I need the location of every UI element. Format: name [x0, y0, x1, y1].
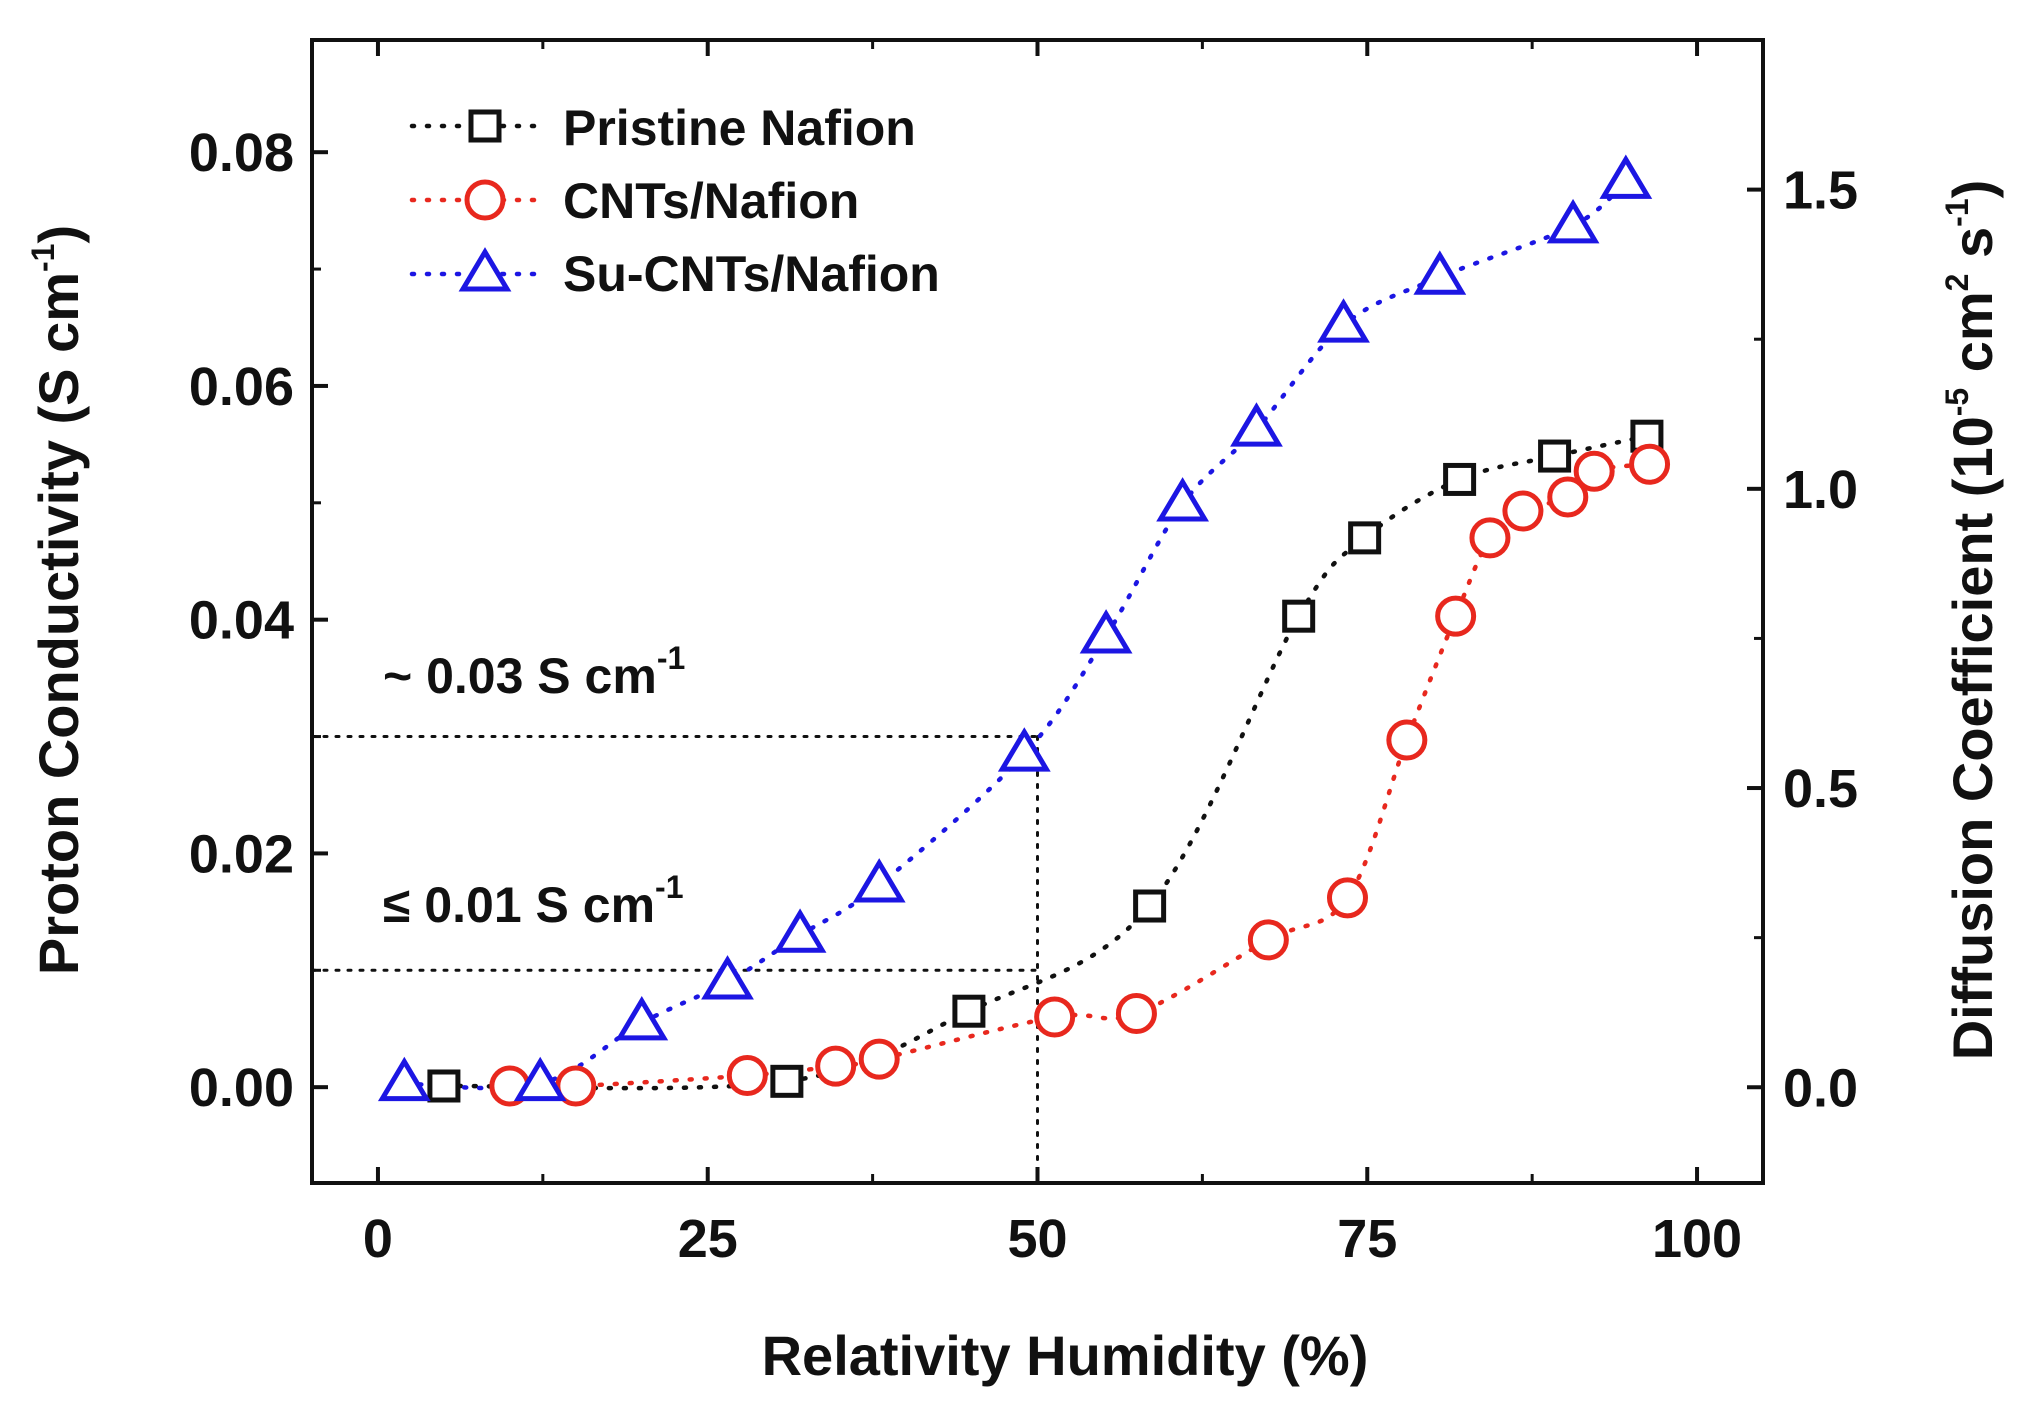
data-point-square: [1348, 521, 1382, 555]
data-point-triangle: [1156, 477, 1209, 522]
data-point-triangle: [997, 727, 1051, 772]
data-point-triangle: [1079, 609, 1133, 654]
data-markers: [377, 154, 1671, 1107]
annotation-001: ≤ 0.01 S cm-1: [383, 869, 684, 933]
y-left-tick-label: 0.08: [189, 123, 294, 183]
x-tick-label: 25: [678, 1209, 738, 1269]
data-point-circle: [1115, 993, 1157, 1035]
data-point-circle: [1502, 490, 1544, 532]
data-point-triangle: [1413, 250, 1467, 295]
legend-marker-square: [468, 109, 502, 143]
legend-label-pristine-nafion: Pristine Nafion: [563, 100, 916, 156]
data-point-triangle: [1317, 298, 1370, 343]
legend-marker-circle: [464, 179, 506, 221]
data-point-circle: [1386, 719, 1428, 761]
y-right-tick-label: 1.5: [1783, 161, 1858, 221]
data-point-triangle: [701, 955, 754, 1000]
reference-lines: [310, 735, 1039, 1185]
data-point-circle: [1435, 595, 1477, 637]
data-point-circle: [1469, 517, 1511, 559]
y-right-tick-label: 1.0: [1783, 460, 1858, 520]
data-point-circle: [1247, 919, 1289, 961]
data-point-square: [1282, 599, 1316, 633]
data-point-triangle: [1599, 154, 1653, 199]
y-left-tick-label: 0.00: [189, 1058, 294, 1118]
y-right-tick-label: 0.5: [1783, 759, 1858, 819]
legend: Pristine Nafion CNTs/Nafion Su-CNTs/Nafi…: [409, 100, 940, 302]
data-point-circle: [1326, 877, 1368, 919]
legend-entry-su-cnts-nafion: Su-CNTs/Nafion: [409, 246, 940, 302]
data-point-triangle: [773, 908, 827, 953]
y-left-tick-label: 0.06: [189, 357, 294, 417]
data-point-triangle: [615, 995, 669, 1041]
y-left-tick-label: 0.04: [189, 591, 294, 651]
y-left-tick-label: 0.02: [189, 824, 294, 884]
tick-labels: 0 25 50 75 100 0.00 0.02 0.04 0.06 0.08 0.0 0.5 1.0 1…: [189, 123, 1858, 1269]
x-tick-label: 75: [1337, 1209, 1397, 1269]
legend-label-su-cnts-nafion: Su-CNTs/Nafion: [563, 246, 940, 302]
data-point-square: [1133, 889, 1167, 923]
data-point-square: [770, 1064, 804, 1098]
data-point-triangle: [1230, 402, 1283, 447]
data-point-circle: [726, 1054, 768, 1096]
data-point-square: [427, 1069, 461, 1103]
data-point-circle: [1547, 476, 1589, 518]
data-point-square: [952, 994, 986, 1028]
x-axis-title: Relativity Humidity (%): [762, 1324, 1369, 1387]
data-point-circle: [1629, 443, 1671, 485]
y-right-tick-label: 0.0: [1783, 1058, 1858, 1118]
legend-entry-pristine-nafion: Pristine Nafion: [409, 100, 916, 156]
data-point-triangle: [1546, 198, 1600, 244]
legend-marker-triangle: [458, 247, 512, 292]
data-point-circle: [555, 1065, 597, 1107]
data-point-circle: [858, 1038, 900, 1080]
y-axis-right-title: Diffusion Coefficient (10-5 cm2 s-1): [1939, 180, 2004, 1061]
data-point-triangle: [513, 1056, 567, 1102]
x-tick-label: 0: [363, 1209, 393, 1269]
data-point-triangle: [852, 858, 906, 903]
legend-label-cnts-nafion: CNTs/Nafion: [563, 173, 859, 229]
data-point-circle: [1573, 450, 1615, 492]
data-point-square: [1443, 462, 1477, 496]
x-tick-label: 50: [1007, 1209, 1067, 1269]
annotation-003: ~ 0.03 S cm-1: [383, 640, 685, 704]
legend-entry-cnts-nafion: CNTs/Nafion: [409, 173, 859, 229]
y-axis-left-title: Proton Conductivity (S cm-1): [25, 225, 90, 975]
x-tick-label: 100: [1652, 1209, 1742, 1269]
data-point-circle: [815, 1045, 857, 1087]
axis-ticks: [312, 40, 1763, 1183]
data-point-circle: [1034, 996, 1076, 1038]
data-point-square: [1538, 439, 1572, 473]
data-point-triangle: [377, 1056, 431, 1102]
